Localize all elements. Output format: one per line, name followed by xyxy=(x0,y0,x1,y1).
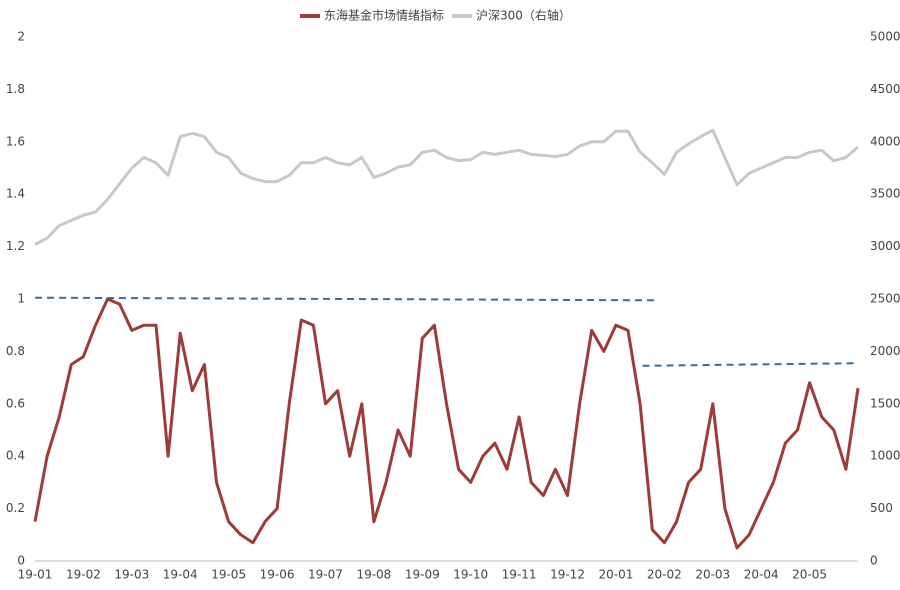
y2-tick-label: 1000 xyxy=(870,449,900,463)
x-tick-label: 20-03 xyxy=(695,568,730,582)
series-line xyxy=(34,128,859,246)
legend-label: 东海基金市场情绪指标 xyxy=(324,8,444,23)
x-tick-label: 19-11 xyxy=(502,568,537,582)
y-tick-label: 1.8 xyxy=(6,82,25,96)
y2-tick-label: 3000 xyxy=(870,239,900,253)
x-tick-label: 19-07 xyxy=(308,568,343,582)
x-tick-label: 19-02 xyxy=(66,568,101,582)
x-tick-label: 19-08 xyxy=(356,568,391,582)
y2-tick-label: 2000 xyxy=(870,344,900,358)
y-tick-label: 0.6 xyxy=(6,396,25,410)
x-tick-label: 20-01 xyxy=(599,568,634,582)
x-tick-label: 19-04 xyxy=(163,568,198,582)
series-line xyxy=(33,297,860,550)
y-tick-label: 1.4 xyxy=(6,187,25,201)
x-tick-label: 20-04 xyxy=(744,568,779,582)
x-tick-label: 19-06 xyxy=(260,568,295,582)
x-tick-label: 19-03 xyxy=(114,568,149,582)
reference-line xyxy=(34,296,658,302)
y-tick-label: 0.8 xyxy=(6,344,25,358)
y-tick-label: 0.4 xyxy=(6,449,25,463)
y2-tick-label: 4000 xyxy=(870,134,900,148)
y2-tick-label: 5000 xyxy=(870,30,900,44)
reference-line xyxy=(642,362,859,367)
y-tick-label: 2 xyxy=(17,30,25,44)
x-tick-label: 19-12 xyxy=(550,568,585,582)
y-tick-label: 1.2 xyxy=(6,239,25,253)
y2-tick-label: 3500 xyxy=(870,187,900,201)
x-tick-label: 19-01 xyxy=(18,568,53,582)
x-tick-label: 19-10 xyxy=(453,568,488,582)
x-tick-label: 19-05 xyxy=(211,568,246,582)
x-tick-label: 20-05 xyxy=(792,568,827,582)
legend-label: 沪深300（右轴） xyxy=(476,8,571,23)
y-tick-label: 1 xyxy=(17,292,25,306)
y2-tick-label: 500 xyxy=(870,501,893,515)
x-tick-label: 19-09 xyxy=(405,568,440,582)
y2-tick-label: 2500 xyxy=(870,292,900,306)
y-tick-label: 1.6 xyxy=(6,134,25,148)
x-tick-label: 20-02 xyxy=(647,568,682,582)
y2-tick-label: 0 xyxy=(870,554,878,568)
y-tick-label: 0.2 xyxy=(6,501,25,515)
y2-tick-label: 1500 xyxy=(870,396,900,410)
y2-tick-label: 4500 xyxy=(870,82,900,96)
y-tick-label: 0 xyxy=(17,554,25,568)
